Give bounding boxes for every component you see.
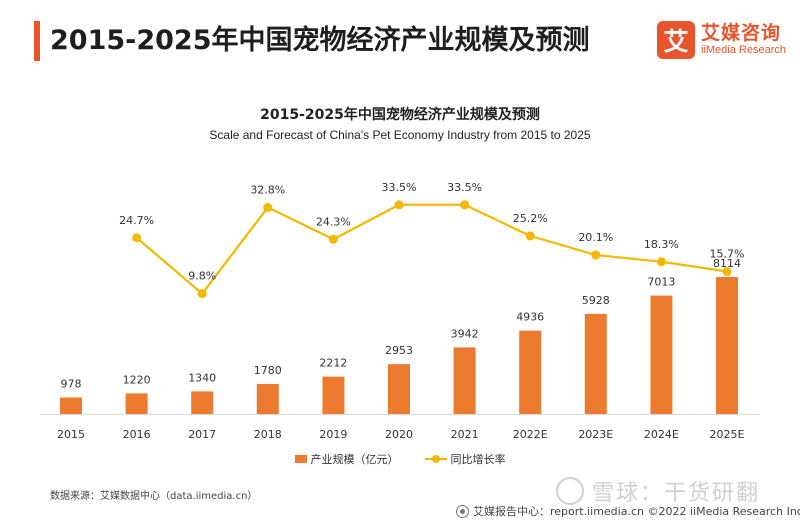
growth-label-2018: 32.8%	[250, 183, 285, 196]
bar-label-2021: 3942	[451, 327, 479, 340]
bar-2019	[322, 376, 345, 414]
watermark-logo-icon	[556, 477, 584, 505]
x-tick-2018: 2018	[254, 428, 282, 441]
growth-point-2023E	[591, 250, 601, 260]
bar-2018	[256, 383, 279, 414]
x-tick-2015: 2015	[57, 428, 85, 441]
page-title: 2015-2025年中国宠物经济产业规模及预测	[50, 25, 590, 56]
growth-label-2025E: 15.7%	[710, 248, 745, 261]
growth-label-2024E: 18.3%	[644, 238, 679, 251]
bar-label-2025E: 8114	[713, 257, 741, 270]
growth-label-2020: 33.5%	[382, 181, 417, 194]
bar-label-2018: 1780	[254, 364, 282, 377]
growth-rate-line	[135, 203, 728, 296]
bar-label-2017: 1340	[188, 371, 216, 384]
growth-label-2019: 24.3%	[316, 215, 351, 228]
chart-subtitle: Scale and Forecast of China's Pet Econom…	[209, 128, 591, 142]
growth-label-2022E: 25.2%	[513, 212, 548, 225]
growth-point-2017	[197, 289, 207, 299]
growth-label-2017: 9.8%	[188, 270, 216, 283]
legend-bar-swatch-icon	[294, 455, 307, 463]
bar-label-2015: 978	[61, 377, 82, 390]
watermark-text: 雪球：干货研翻	[592, 481, 761, 506]
growth-point-2022E	[525, 231, 535, 241]
x-tick-2017: 2017	[188, 428, 216, 441]
report-center-icon	[456, 504, 469, 518]
x-tick-2021: 2021	[451, 428, 479, 441]
x-tick-2019: 2019	[319, 428, 347, 441]
x-tick-2020: 2020	[385, 428, 413, 441]
bar-2024E	[650, 295, 673, 414]
bar-label-2020: 2953	[385, 344, 413, 357]
logo-name-en: iiMedia Research	[701, 44, 786, 56]
bar-2022E	[519, 330, 542, 414]
bar-2016	[125, 393, 148, 414]
title-accent-bar	[34, 21, 40, 61]
brand-logo: 艾 艾媒咨询 iiMedia Research	[657, 20, 786, 60]
growth-point-2021	[460, 200, 470, 210]
logo-name-cn: 艾媒咨询	[701, 22, 782, 44]
legend-line-label: 同比增长率	[450, 453, 506, 466]
chart-legend: 产业规模（亿元） 同比增长率	[0, 451, 800, 467]
growth-point-2019	[328, 234, 338, 244]
legend-item-bar: 产业规模（亿元）	[294, 451, 399, 467]
bar-2023E	[584, 313, 607, 414]
bar-2021	[453, 347, 476, 414]
footer: 艾媒报告中心：report.iimedia.cn ©2022 iiMedia R…	[456, 503, 800, 519]
growth-point-2025E	[722, 267, 732, 277]
bar-2025E	[716, 277, 738, 414]
bar-label-2016: 1220	[123, 373, 151, 386]
bar-2015	[60, 397, 82, 414]
x-tick-2022E: 2022E	[513, 428, 548, 441]
growth-point-2016	[132, 233, 142, 243]
x-tick-2023E: 2023E	[578, 428, 613, 441]
legend-item-line: 同比增长率	[424, 451, 506, 467]
bar-label-2022E: 4936	[516, 311, 544, 324]
growth-point-2020	[394, 200, 404, 210]
x-tick-2024E: 2024E	[644, 428, 679, 441]
watermark: 雪球：干货研翻	[556, 476, 792, 506]
x-tick-2025E: 2025E	[710, 428, 745, 441]
chart-title: 2015-2025年中国宠物经济产业规模及预测	[260, 107, 540, 123]
growth-label-2021: 33.5%	[447, 181, 482, 194]
bar-label-2023E: 5928	[582, 294, 610, 307]
bar-2017	[191, 391, 214, 414]
growth-label-2023E: 20.1%	[578, 231, 613, 244]
growth-point-2024E	[656, 257, 666, 267]
logo-mark-icon: 艾	[657, 21, 695, 59]
x-tick-2016: 2016	[123, 428, 151, 441]
logo-text: 艾媒咨询 iiMedia Research	[701, 23, 786, 57]
growth-label-2016: 24.7%	[119, 214, 154, 227]
footer-text: 艾媒报告中心：report.iimedia.cn ©2022 iiMedia R…	[473, 505, 800, 518]
data-source-note: 数据来源：艾媒数据中心（data.iimedia.cn）	[50, 491, 258, 502]
bar-label-2019: 2212	[319, 357, 347, 370]
legend-line-swatch-icon	[424, 454, 447, 464]
legend-bar-label: 产业规模（亿元）	[310, 453, 399, 466]
bar-2020	[388, 364, 410, 414]
growth-point-2018	[263, 202, 273, 212]
bar-label-2024E: 7013	[647, 276, 675, 289]
